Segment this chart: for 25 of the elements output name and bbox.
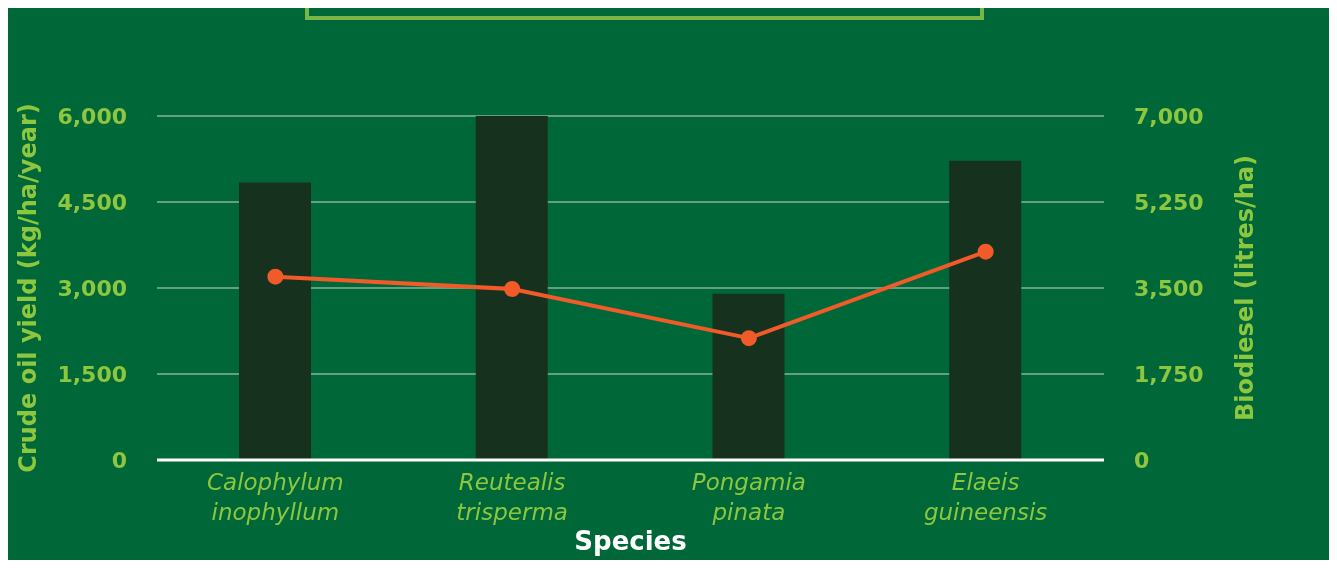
y-tick-label: 6,000: [57, 103, 127, 129]
y-tick-label: 3,000: [57, 275, 127, 301]
y-axis-title: Crude oil yield (kg/ha/year): [13, 103, 42, 473]
point: [740, 330, 757, 347]
x-tick-label: Reutealis trisperma: [456, 469, 568, 525]
x-tick-label: Pongamia pinata: [691, 469, 806, 525]
y2-tick-label: 5,250: [1134, 189, 1204, 215]
point: [977, 243, 994, 260]
x-axis-title: Species: [574, 526, 687, 556]
bar: [239, 182, 311, 460]
point: [267, 268, 284, 285]
bar: [949, 160, 1022, 460]
y2-tick-label: 1,750: [1134, 361, 1204, 387]
y2-axis-title: Biodiesel (litres/ha): [1230, 154, 1259, 422]
y2-tick-label: 7,000: [1134, 103, 1204, 129]
bar: [712, 293, 785, 460]
y-tick-label: 1,500: [57, 361, 127, 387]
x-tick-label: Elaeis guineensis: [923, 469, 1048, 525]
x-tick-label: Calophylum inophyllum: [206, 469, 344, 525]
y2-tick-label: 3,500: [1134, 275, 1204, 301]
point: [504, 280, 521, 297]
bar: [475, 116, 548, 460]
y-tick-label: 4,500: [57, 189, 127, 215]
y-tick-label: 0: [111, 447, 127, 473]
y2-tick-label: 0: [1134, 447, 1150, 473]
